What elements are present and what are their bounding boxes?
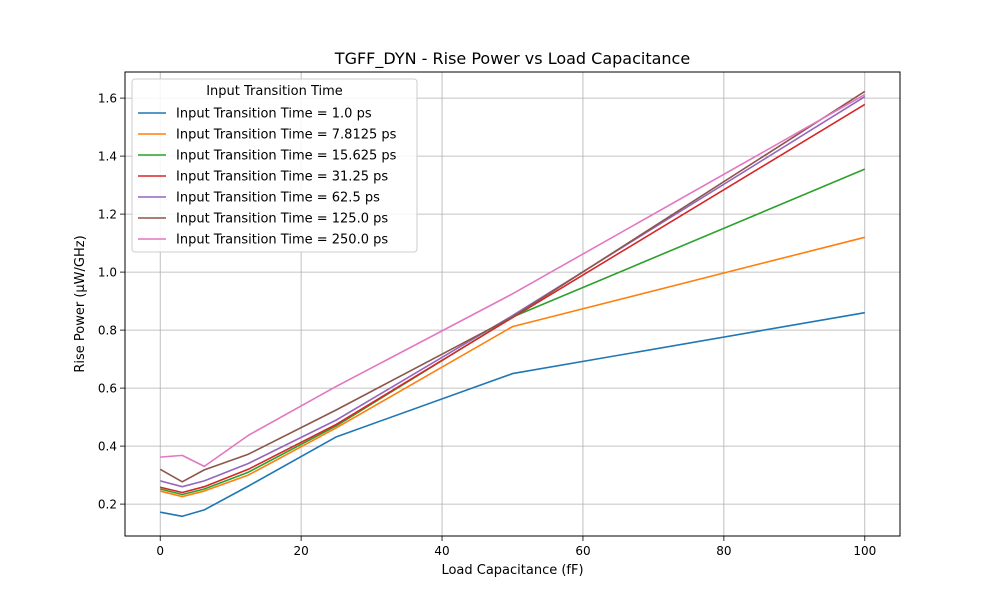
y-tick-label: 1.2: [98, 208, 117, 222]
x-tick-label: 0: [156, 544, 164, 558]
series-line-6: [160, 93, 866, 468]
series-line-0: [160, 311, 865, 518]
legend-label-0: Input Transition Time = 1.0 ps: [176, 107, 372, 122]
series-lines: [159, 90, 866, 518]
legend: Input Transition Time Input Transition T…: [131, 78, 418, 253]
chart-title: TGFF_DYN - Rise Power vs Load Capacitanc…: [334, 49, 690, 69]
x-axis-ticks: 0 20 40 60 80 100: [156, 536, 876, 558]
x-tick-label: 60: [575, 544, 590, 558]
y-tick-label: 1.0: [98, 266, 117, 280]
legend-box: [131, 78, 418, 253]
x-tick-label: 100: [853, 544, 876, 558]
y-tick-label: 1.4: [98, 150, 117, 164]
legend-label-5: Input Transition Time = 125.0 ps: [176, 212, 388, 227]
y-tick-label: 0.8: [98, 324, 117, 338]
legend-label-2: Input Transition Time = 15.625 ps: [176, 149, 397, 164]
series-line-5: [159, 90, 866, 483]
series-line-1: [160, 236, 865, 498]
x-tick-label: 40: [434, 544, 449, 558]
y-tick-label: 1.6: [98, 92, 117, 106]
x-axis-label: Load Capacitance (fF): [441, 563, 583, 578]
y-axis-label: Rise Power (µW/GHz): [73, 235, 88, 372]
legend-items: Input Transition Time = 1.0 ps Input Tran…: [138, 107, 397, 248]
plot-frame: [124, 71, 901, 537]
y-tick-label: 0.4: [98, 440, 117, 454]
legend-label-3: Input Transition Time = 31.25 ps: [176, 170, 388, 185]
legend-label-6: Input Transition Time = 250.0 ps: [176, 233, 388, 248]
x-tick-label: 20: [293, 544, 308, 558]
x-tick-label: 80: [716, 544, 731, 558]
legend-label-4: Input Transition Time = 62.5 ps: [176, 191, 380, 206]
series-line-4: [160, 95, 866, 488]
legend-label-1: Input Transition Time = 7.8125 ps: [176, 128, 397, 143]
y-tick-label: 0.2: [98, 498, 117, 512]
y-axis-ticks: 0.2 0.4 0.6 0.8 1.0 1.2 1.4 1.6: [98, 92, 125, 512]
y-tick-label: 0.6: [98, 382, 117, 396]
legend-title: Input Transition Time: [206, 84, 343, 99]
